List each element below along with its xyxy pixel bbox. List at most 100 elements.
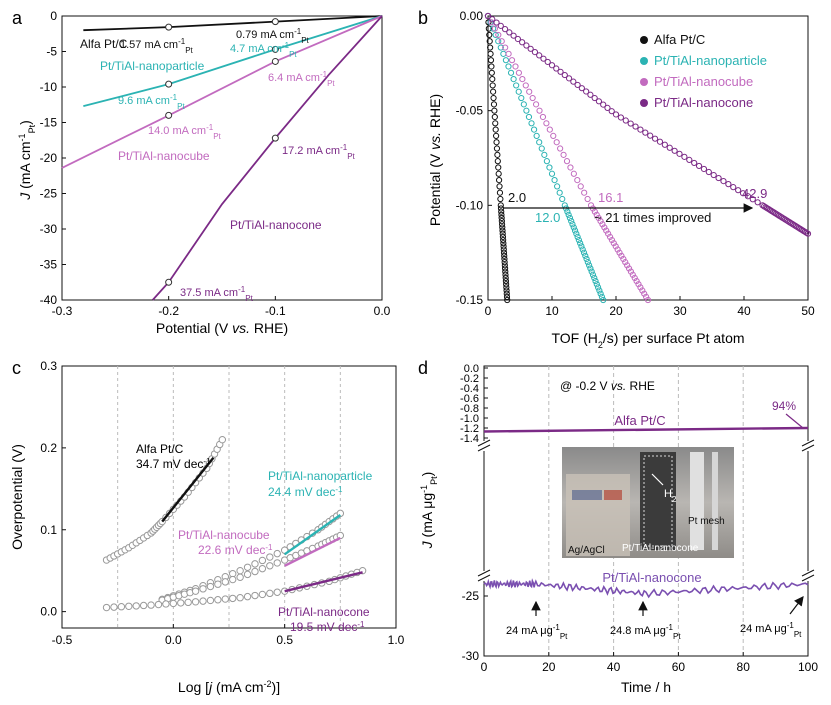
data-point-c-3 — [251, 591, 259, 600]
slope-c-cube: 22.6 mV dec-1 — [198, 543, 273, 558]
data-point-b-3 — [715, 174, 722, 182]
y-axis-c-tick-label: 0.1 — [40, 523, 57, 537]
data-point-b-3 — [540, 55, 547, 62]
data-point-b-1 — [598, 293, 606, 300]
data-point-b-0 — [500, 249, 508, 256]
annotation-b-429: 42.9 — [742, 186, 767, 201]
data-point-b-0 — [498, 211, 505, 218]
label-d-cone: Pt/TiAl-nanocone — [602, 570, 701, 585]
data-point-b-3 — [735, 187, 742, 194]
data-point-c-3 — [266, 589, 274, 598]
data-point-b-1 — [538, 145, 545, 152]
y-axis-b-tick-label: -0.05 — [456, 104, 484, 118]
chart-d: 0 20 40 60 80 1000.0-0.2-0.4-0.6-0.8-1.0-1.2-… — [419, 363, 818, 695]
data-point-b-1 — [580, 249, 588, 256]
data-point-b-0 — [496, 189, 504, 196]
data-point-b-3 — [510, 32, 517, 39]
fit-line-c-2 — [284, 536, 341, 567]
data-point-b-1 — [587, 265, 594, 272]
data-point-b-0 — [489, 76, 496, 83]
data-point-b-0 — [488, 69, 495, 76]
y-axis-d-tick-label: -30 — [462, 649, 480, 663]
y-axis-a-tick-label: -20 — [40, 151, 58, 165]
data-point-b-2 — [574, 176, 581, 184]
data-point-b-3 — [493, 19, 500, 26]
data-point-b-0 — [502, 277, 510, 285]
data-point-b-1 — [551, 176, 558, 184]
data-point-b-1 — [497, 44, 504, 51]
fit-line-c-0 — [161, 456, 215, 523]
axis-break-bottom — [477, 569, 815, 582]
legend-marker-b-0 — [640, 36, 648, 44]
data-point-c-2 — [229, 575, 237, 584]
data-point-c-3 — [184, 598, 192, 607]
legend-marker-b-1 — [640, 57, 648, 65]
inset-photo — [562, 447, 734, 558]
data-point-b-0 — [495, 170, 502, 177]
data-point-b-0 — [493, 139, 500, 146]
data-point-b-3 — [536, 52, 543, 59]
data-point-b-3 — [671, 147, 678, 154]
data-point-b-2 — [610, 240, 617, 247]
data-point-b-2 — [543, 120, 550, 127]
data-point-b-2 — [591, 208, 598, 215]
x-axis-a-tick-label: 0.0 — [374, 304, 391, 318]
data-point-b-0 — [486, 38, 493, 45]
data-point-b-2 — [601, 224, 608, 231]
x-axis-b-tick-label: 40 — [737, 304, 751, 318]
data-point-b-1 — [589, 271, 597, 278]
y-axis-label-b: Potential (V vs. RHE) — [427, 94, 443, 226]
panel-label-d: d — [418, 358, 428, 378]
data-point-b-2 — [570, 170, 577, 177]
data-point-b-0 — [495, 176, 503, 184]
y-axis-label-a: J (mA cm-1Pt) — [17, 120, 37, 201]
data-point-b-1 — [600, 296, 607, 304]
data-point-b-1 — [510, 76, 517, 83]
y-axis-c-tick-label: 0.3 — [40, 359, 57, 373]
data-point-b-0 — [485, 25, 492, 32]
data-point-b-1 — [548, 170, 556, 177]
data-point-b-0 — [503, 287, 510, 294]
legend-label-b-3: Pt/TiAl-nanocone — [654, 95, 753, 110]
data-point-b-1 — [577, 240, 584, 247]
data-point-b-2 — [502, 44, 509, 51]
data-point-b-2 — [616, 249, 623, 256]
data-point-b-0 — [497, 202, 504, 209]
data-point-b-0 — [490, 88, 497, 95]
data-point-c-3 — [236, 594, 244, 602]
data-point-b-1 — [520, 101, 527, 108]
data-point-b-2 — [539, 113, 547, 121]
data-point-b-1 — [586, 262, 593, 269]
y-axis-d-tick-label: -0.4 — [460, 383, 479, 395]
data-point-b-1 — [513, 82, 520, 89]
data-point-b-0 — [503, 290, 510, 297]
annotation-d-24a: 24 mA μg-1Pt — [506, 623, 568, 641]
label-a-particle: Pt/TiAl-nanoparticle — [100, 59, 205, 73]
chart-a: -0.3 -0.2 -0.1 0.00-5-10-15-20-25-30-35-40 … — [17, 9, 391, 336]
data-point-c-3 — [125, 602, 133, 611]
data-point-b-0 — [490, 94, 497, 102]
x-axis-label-a: Potential (V vs. RHE) — [156, 320, 288, 336]
data-point-b-2 — [597, 218, 604, 225]
data-point-b-3 — [489, 16, 496, 23]
data-point-b-0 — [496, 183, 503, 190]
annotation-a-64: 6.4 mA cm-1Pt — [268, 70, 335, 88]
data-point-b-0 — [501, 255, 508, 263]
fit-line-c-1 — [283, 514, 342, 556]
data-point-c-3 — [243, 592, 252, 601]
legend-label-b-2: Pt/TiAl-nanocube — [654, 74, 753, 89]
data-point-b-2 — [512, 63, 519, 70]
data-point-b-3 — [632, 123, 639, 130]
data-point-c-3 — [162, 600, 170, 608]
x-axis-d-tick-label: 20 — [542, 660, 556, 674]
data-point-b-2 — [635, 281, 642, 288]
data-point-c-3 — [177, 599, 185, 607]
annotation-b-120: 12.0 — [535, 210, 560, 225]
data-point-b-1 — [528, 120, 535, 127]
y-axis-b-tick-label: -0.15 — [456, 293, 484, 307]
data-point-b-1 — [541, 151, 548, 158]
data-point-b-1 — [561, 202, 568, 209]
x-axis-b-tick-label: 10 — [545, 304, 559, 318]
data-point-b-2 — [637, 284, 644, 291]
